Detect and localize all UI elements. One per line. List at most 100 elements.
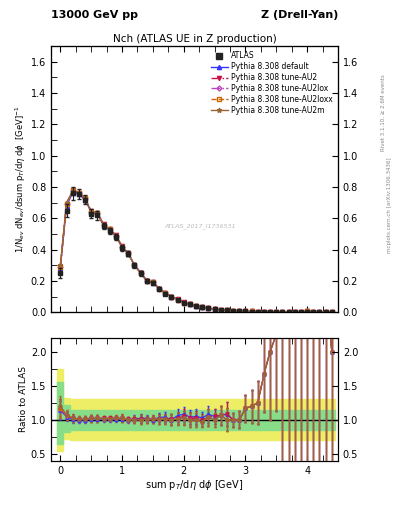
Pythia 8.308 tune-AU2loxx <box>231 308 235 314</box>
Y-axis label: 1/N$_{ev}$ dN$_{ev}$/dsum p$_T$/d$\eta$ d$\phi$  [GeV]$^{-1}$: 1/N$_{ev}$ dN$_{ev}$/dsum p$_T$/d$\eta$ … <box>14 105 28 253</box>
Pythia 8.308 tune-AU2m <box>299 309 303 315</box>
Pythia 8.308 tune-AU2m <box>77 190 81 196</box>
Bar <box>94 399 101 440</box>
Pythia 8.308 tune-AU2m <box>157 286 162 292</box>
Pythia 8.308 tune-AU2loxx <box>255 308 260 314</box>
Bar <box>310 399 316 440</box>
Pythia 8.308 default <box>268 309 272 315</box>
Pythia 8.308 tune-AU2loxx <box>280 309 285 315</box>
Pythia 8.308 default <box>323 309 328 315</box>
Pythia 8.308 tune-AU2loxx <box>323 309 328 315</box>
Pythia 8.308 tune-AU2loxx <box>114 232 118 239</box>
Pythia 8.308 default <box>89 209 94 215</box>
Pythia 8.308 tune-AU2loxx <box>237 308 242 314</box>
Pythia 8.308 tune-AU2m <box>144 278 149 284</box>
Bar <box>242 410 248 430</box>
Bar <box>261 410 267 430</box>
Pythia 8.308 tune-AU2lox <box>274 309 279 315</box>
Pythia 8.308 tune-AU2loxx <box>305 308 310 314</box>
Pythia 8.308 tune-AU2 <box>77 190 81 196</box>
Pythia 8.308 default <box>95 210 100 217</box>
Pythia 8.308 tune-AU2m <box>126 250 130 257</box>
Bar <box>329 410 335 430</box>
Bar <box>143 399 150 440</box>
Pythia 8.308 tune-AU2loxx <box>58 264 63 270</box>
Pythia 8.308 tune-AU2lox <box>262 308 266 314</box>
Pythia 8.308 tune-AU2lox <box>157 286 162 292</box>
Pythia 8.308 tune-AU2m <box>175 296 180 303</box>
Bar <box>162 399 168 440</box>
Pythia 8.308 tune-AU2m <box>262 308 266 314</box>
Bar <box>218 399 224 440</box>
Pythia 8.308 default <box>114 233 118 240</box>
Pythia 8.308 tune-AU2m <box>107 226 112 232</box>
Bar <box>88 399 94 440</box>
Pythia 8.308 default <box>70 189 75 196</box>
Pythia 8.308 tune-AU2m <box>132 262 137 268</box>
Pythia 8.308 tune-AU2 <box>329 309 334 315</box>
Pythia 8.308 tune-AU2m <box>151 280 155 286</box>
Pythia 8.308 tune-AU2 <box>317 309 322 315</box>
Pythia 8.308 default <box>329 309 334 315</box>
Pythia 8.308 tune-AU2m <box>163 290 167 296</box>
Pythia 8.308 tune-AU2lox <box>268 309 272 315</box>
Bar <box>218 410 224 430</box>
Text: mcplots.cern.ch [arXiv:1306.3436]: mcplots.cern.ch [arXiv:1306.3436] <box>387 157 391 252</box>
Pythia 8.308 tune-AU2 <box>255 308 260 314</box>
Pythia 8.308 default <box>187 301 192 307</box>
Pythia 8.308 tune-AU2 <box>169 293 174 300</box>
Y-axis label: Ratio to ATLAS: Ratio to ATLAS <box>19 367 28 432</box>
Bar <box>205 410 211 430</box>
Pythia 8.308 tune-AU2loxx <box>126 250 130 257</box>
Pythia 8.308 tune-AU2m <box>64 200 69 206</box>
Pythia 8.308 default <box>311 309 316 315</box>
Bar <box>70 399 76 440</box>
Pythia 8.308 tune-AU2lox <box>255 308 260 314</box>
Pythia 8.308 tune-AU2 <box>212 306 217 312</box>
Pythia 8.308 tune-AU2 <box>157 286 162 292</box>
Pythia 8.308 tune-AU2 <box>70 187 75 193</box>
Pythia 8.308 tune-AU2 <box>194 303 198 309</box>
Pythia 8.308 default <box>163 290 167 296</box>
Bar <box>205 399 211 440</box>
Pythia 8.308 tune-AU2lox <box>323 309 328 315</box>
Pythia 8.308 tune-AU2loxx <box>224 307 229 313</box>
Pythia 8.308 tune-AU2loxx <box>206 305 211 311</box>
Pythia 8.308 tune-AU2m <box>138 270 143 276</box>
Pythia 8.308 tune-AU2 <box>280 309 285 315</box>
Bar <box>224 399 230 440</box>
Pythia 8.308 tune-AU2lox <box>77 190 81 197</box>
Pythia 8.308 tune-AU2 <box>107 226 112 232</box>
Pythia 8.308 tune-AU2lox <box>182 300 186 306</box>
Pythia 8.308 tune-AU2 <box>175 296 180 303</box>
Pythia 8.308 default <box>280 309 285 315</box>
Pythia 8.308 tune-AU2lox <box>107 226 112 232</box>
Pythia 8.308 tune-AU2 <box>151 279 155 285</box>
Pythia 8.308 tune-AU2lox <box>206 305 211 311</box>
Pythia 8.308 tune-AU2m <box>182 300 186 306</box>
Bar <box>156 410 162 430</box>
Pythia 8.308 default <box>132 262 137 268</box>
Pythia 8.308 tune-AU2loxx <box>286 309 291 315</box>
Pythia 8.308 tune-AU2loxx <box>144 278 149 284</box>
Bar <box>211 410 218 430</box>
Pythia 8.308 tune-AU2m <box>70 188 75 194</box>
Pythia 8.308 tune-AU2 <box>163 290 167 296</box>
Bar <box>76 399 82 440</box>
Pythia 8.308 default <box>182 299 186 305</box>
Pythia 8.308 tune-AU2m <box>101 222 106 228</box>
Pythia 8.308 tune-AU2lox <box>299 309 303 315</box>
Pythia 8.308 default <box>231 308 235 314</box>
Bar <box>298 399 304 440</box>
Legend: ATLAS, Pythia 8.308 default, Pythia 8.308 tune-AU2, Pythia 8.308 tune-AU2lox, Py: ATLAS, Pythia 8.308 default, Pythia 8.30… <box>209 50 334 117</box>
Bar <box>101 399 107 440</box>
Pythia 8.308 default <box>243 308 248 314</box>
Pythia 8.308 tune-AU2 <box>144 278 149 284</box>
Pythia 8.308 tune-AU2loxx <box>182 300 186 306</box>
Pythia 8.308 tune-AU2lox <box>163 290 167 296</box>
Pythia 8.308 default <box>219 307 223 313</box>
Bar <box>63 398 70 439</box>
Pythia 8.308 default <box>77 191 81 197</box>
Pythia 8.308 tune-AU2 <box>274 309 279 315</box>
Bar <box>113 399 119 440</box>
